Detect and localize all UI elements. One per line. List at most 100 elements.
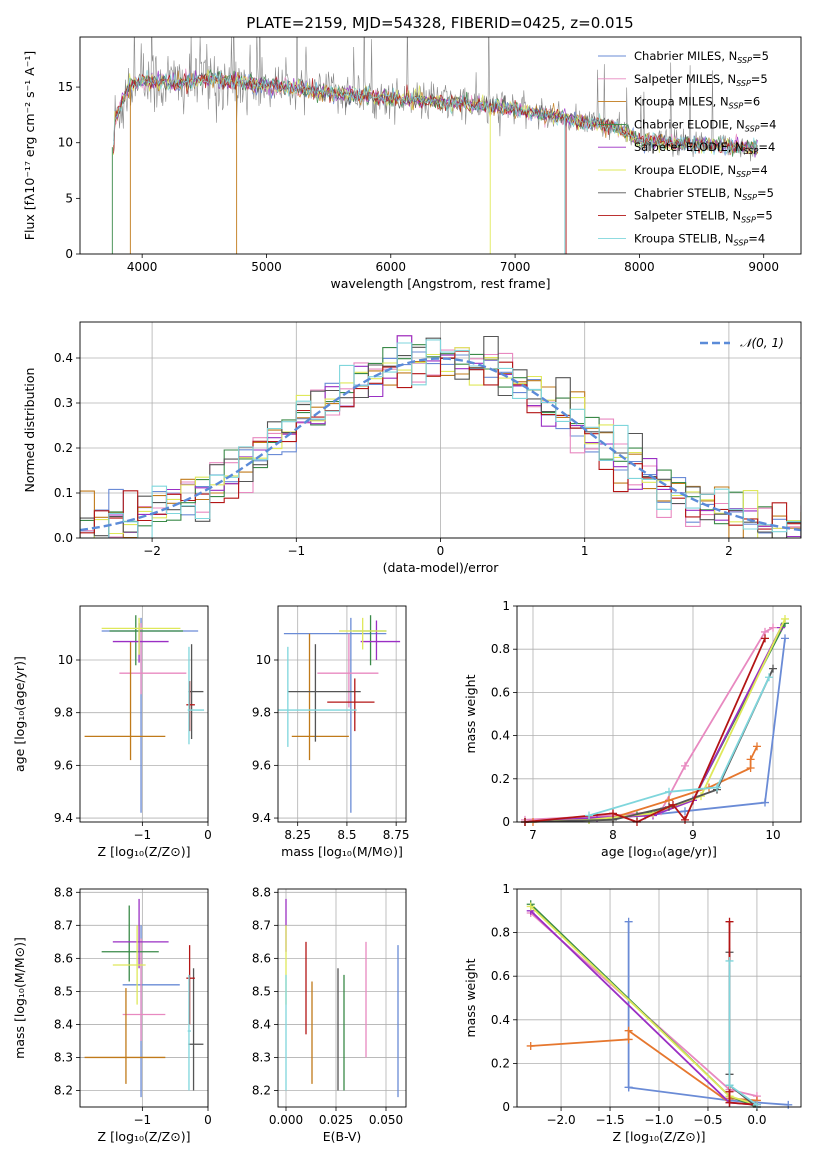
legend-label: 𝒩(0, 1)	[740, 336, 784, 350]
y-tick-label: 1	[502, 882, 510, 896]
plot-area	[278, 606, 406, 822]
weight-marker	[526, 1041, 535, 1050]
legend-label: Kroupa ELODIE, NSSP=4	[634, 163, 768, 179]
x-tick-label: 7	[529, 828, 537, 842]
weight-marker	[669, 800, 677, 809]
plot-marks	[111, 37, 758, 254]
y-tick-label: 8.8	[252, 885, 271, 899]
x-tick-label: −1.5	[595, 1113, 624, 1127]
model-spectrum-8	[113, 69, 758, 155]
weight-marker	[624, 1035, 633, 1044]
weight-line	[524, 626, 774, 821]
panel-residuals: −2 −1 0 1 2 0.0 0.1 0.2 0.3 0.4 (data-model)/error…	[22, 321, 802, 575]
spectrum-lines	[111, 37, 758, 254]
weight-marker	[624, 917, 633, 926]
legend-label: Chabrier STELIB, NSSP=5	[634, 186, 774, 202]
weight-marker	[761, 634, 769, 643]
panel-age_vs_mass: 8.25 8.5 8.75 9.4 9.6 9.8 10 mass [log₁₀(M/M⊙)]	[252, 605, 410, 859]
weight-marker	[769, 664, 777, 673]
legend-label: Salpeter MILES, NSSP=5	[634, 72, 768, 88]
weight-marker	[725, 956, 734, 965]
plot-area	[278, 889, 406, 1107]
errorbar-point	[291, 633, 349, 761]
panel-mass_vs_Z: −1 0 8.2 8.3 8.4 8.5 8.6 8.7 8.8 Z [log₁₀(Z/Z⊙)] m…	[12, 885, 212, 1144]
errorbar-point	[112, 898, 169, 969]
weight-series-1	[521, 623, 777, 824]
y-tick-label: 0.8	[491, 926, 510, 940]
errorbar-point	[109, 615, 184, 666]
plot-marks	[526, 900, 793, 1111]
x-tick-label: 8	[609, 828, 617, 842]
weight-marker	[526, 902, 535, 911]
x-tick-label: 0.0	[747, 1113, 766, 1127]
weight-marker	[746, 755, 755, 764]
errorbar-point	[283, 617, 387, 813]
y-tick-label: 0	[502, 815, 510, 829]
y-tick-label: 9.4	[252, 811, 271, 825]
axes-frame	[79, 321, 802, 539]
y-axis-label: Flux [fλ10⁻¹⁷ erg cm⁻² s⁻¹ A⁻¹]	[22, 51, 37, 240]
model-spectrum-7	[113, 72, 758, 156]
weight-marker	[585, 811, 593, 820]
x-tick-label: 8.25	[284, 828, 311, 842]
x-tick-label: 5000	[251, 260, 282, 274]
y-tick-label: 0.4	[491, 1013, 510, 1027]
figure-title: PLATE=2159, MJD=54328, FIBERID=0425, z=0…	[246, 14, 633, 32]
y-tick-label: 9.4	[54, 811, 73, 825]
panel-spectrum: 4000 5000 6000 7000 8000 9000 0 5 10 15 wavelength…	[22, 36, 802, 291]
y-tick-label: 8.7	[54, 918, 73, 932]
x-tick-label: −1.0	[644, 1113, 673, 1127]
weight-marker	[725, 1098, 734, 1107]
y-tick-label: 8.3	[54, 1050, 73, 1064]
weight-marker	[784, 1100, 793, 1109]
y-tick-label: 5	[65, 191, 73, 205]
legend-label: Chabrier ELODIE, NSSP=4	[634, 117, 776, 133]
plot-marks	[521, 614, 789, 826]
y-tick-label: 8.8	[54, 885, 73, 899]
x-tick-label: 9	[689, 828, 697, 842]
y-tick-label: 8.4	[54, 1017, 73, 1031]
weight-marker	[781, 634, 789, 643]
x-axis-label: wavelength [Angstrom, rest frame]	[330, 276, 550, 291]
x-tick-label: 10	[765, 828, 780, 842]
errorbar-point	[187, 646, 205, 745]
normal-curve	[80, 357, 801, 532]
y-tick-label: 10	[256, 653, 271, 667]
legend-label: Kroupa MILES, NSSP=6	[634, 95, 760, 111]
weight-marker	[681, 761, 689, 770]
plot-marks	[84, 615, 205, 813]
plot-marks	[285, 898, 399, 1098]
errorbar-point	[187, 974, 191, 1091]
y-tick-label: 9.8	[54, 706, 73, 720]
y-tick-label: 0.2	[54, 441, 73, 455]
model-spectrum-6	[113, 71, 758, 156]
panel-mass_vs_ebv: 0.000 0.025 0.050 8.2 8.3 8.4 8.5 8.6 8.7 8.8 E(B-…	[252, 885, 407, 1144]
errorbar-point	[101, 617, 181, 655]
x-tick-label: 9000	[748, 260, 779, 274]
x-axis-label: Z [log₁₀(Z/Z⊙)]	[98, 1129, 191, 1144]
y-tick-label: 15	[58, 80, 73, 94]
weight-marker	[746, 764, 755, 772]
y-axis-label: mass [log₁₀(M/M⊙)]	[12, 937, 27, 1059]
errorbar-point	[317, 633, 379, 708]
legend-label: Salpeter STELIB, NSSP=5	[634, 209, 773, 225]
y-axis-label: mass weight	[463, 674, 478, 753]
y-tick-label: 0.8	[491, 642, 510, 656]
y-tick-label: 8.7	[252, 918, 271, 932]
axes-frame	[516, 888, 802, 1108]
errorbar-point	[188, 644, 204, 740]
y-tick-label: 0.0	[54, 531, 73, 545]
errorbar-point	[360, 620, 401, 660]
y-tick-label: 8.4	[252, 1017, 271, 1031]
weight-marker	[713, 783, 721, 792]
y-axis-label: age [log₁₀(age/yr)]	[12, 656, 27, 772]
x-axis-label: age [log₁₀(age/yr)]	[601, 844, 717, 859]
x-tick-label: −1	[134, 828, 152, 842]
plot-marks	[80, 335, 801, 538]
weight-series-8	[725, 956, 761, 1109]
x-axis-label: E(B-V)	[323, 1129, 362, 1144]
errorbar-point	[101, 905, 159, 982]
x-tick-label: 1	[581, 544, 589, 558]
panel-age_vs_Z: −1 0 9.4 9.6 9.8 10 Z [log₁₀(Z/Z⊙)] age [log₁₀(…	[12, 605, 212, 859]
